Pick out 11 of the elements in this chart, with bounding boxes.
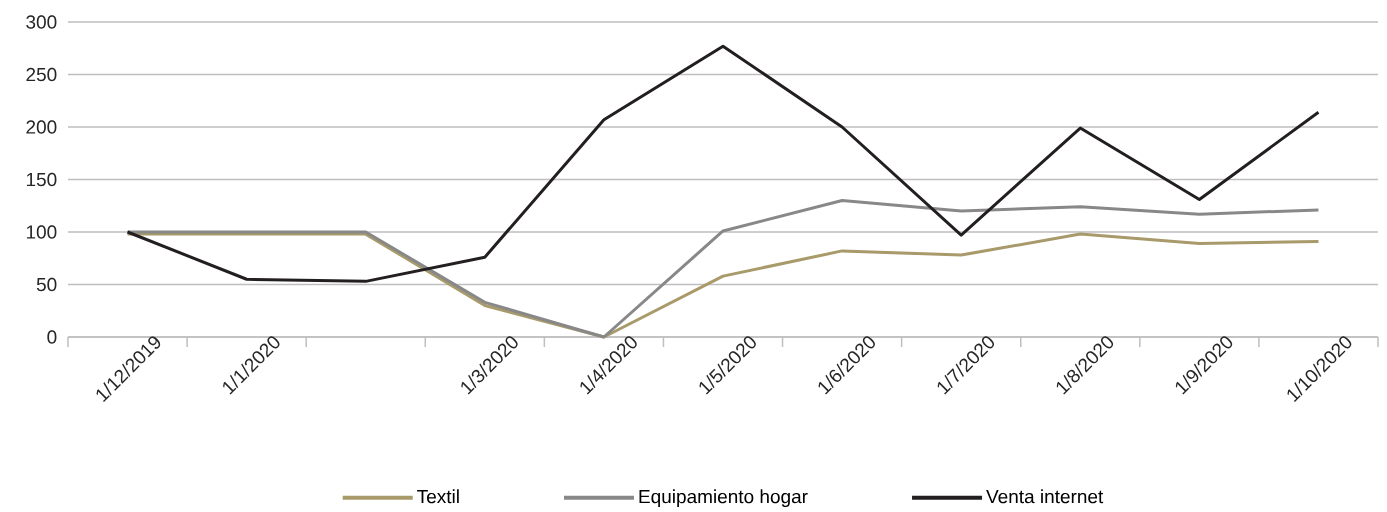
y-tick-label: 200 <box>26 120 57 134</box>
y-tick-label: 150 <box>26 172 57 187</box>
line-series <box>126 44 1320 283</box>
legend-label: Textil <box>417 489 459 504</box>
y-tick-label: 0 <box>47 330 57 344</box>
legend-label: Venta internet <box>986 489 1104 504</box>
legend-label: Equipamiento hogar <box>639 489 808 508</box>
y-tick-label: 50 <box>36 277 57 292</box>
y-tick-label: 300 <box>26 15 57 29</box>
y-tick-label: 250 <box>26 67 57 82</box>
y-tick-label: 100 <box>26 225 57 239</box>
